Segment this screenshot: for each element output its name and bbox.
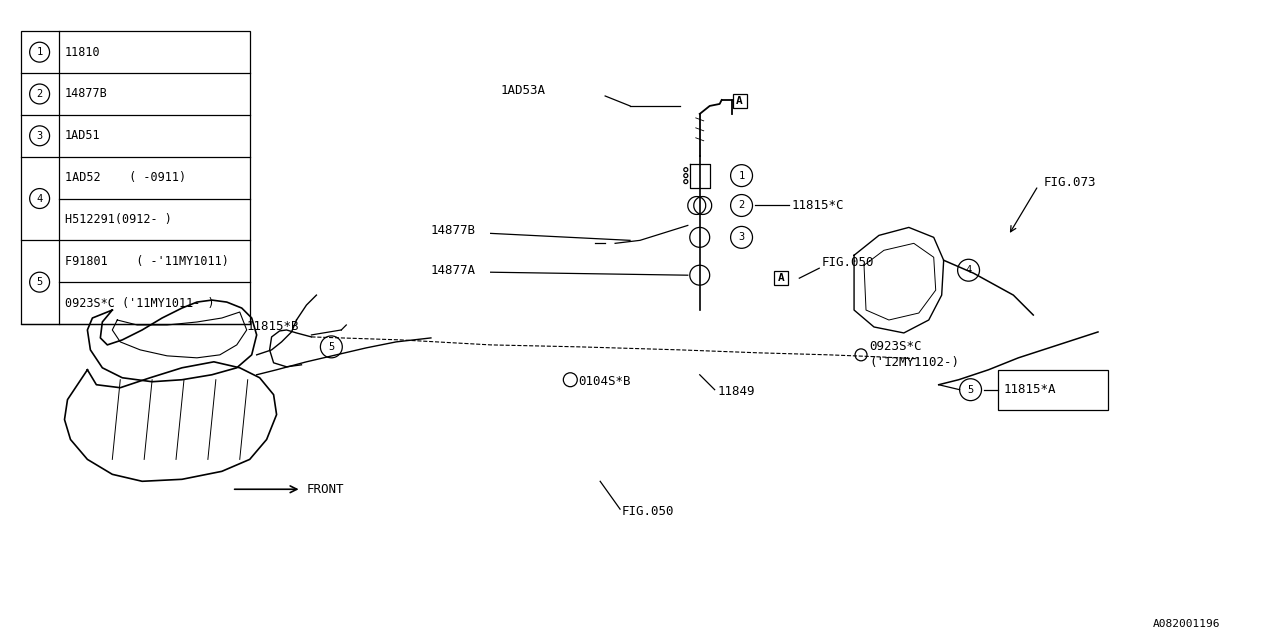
Text: 1AD53A: 1AD53A [500,84,545,97]
Text: 14877B: 14877B [431,224,476,237]
Text: 11849: 11849 [718,385,755,398]
Text: 3: 3 [739,232,745,243]
Bar [20,31,250,324]
Text: H512291(0912- ): H512291(0912- ) [64,213,172,226]
Text: A: A [736,96,742,106]
Text: 0104S*B: 0104S*B [579,375,631,388]
Text: 1: 1 [37,47,42,57]
Text: 5: 5 [37,277,42,287]
Text: FIG.050: FIG.050 [822,256,874,269]
Text: 5: 5 [328,342,334,352]
Text: FRONT: FRONT [306,483,344,496]
Text: 5: 5 [968,385,974,395]
Text: 11815*C: 11815*C [791,199,844,212]
Text: 14877B: 14877B [64,88,108,100]
Text: 14877A: 14877A [431,264,476,276]
Text: 1AD52    ( -0911): 1AD52 ( -0911) [64,171,186,184]
Text: A: A [778,273,785,283]
Text: A082001196: A082001196 [1153,619,1220,628]
Bar [774,271,788,285]
Text: F91801    ( -'11MY1011): F91801 ( -'11MY1011) [64,255,228,268]
Text: 3: 3 [37,131,42,141]
Text: FIG.073: FIG.073 [1043,176,1096,189]
Text: 4: 4 [37,193,42,204]
Text: 1: 1 [739,171,745,180]
Text: 0923S*C ('11MY1011- ): 0923S*C ('11MY1011- ) [64,296,214,310]
Text: 1AD51: 1AD51 [64,129,100,142]
Bar [732,94,746,108]
Text: 2: 2 [37,89,42,99]
Text: ('12MY1102-): ('12MY1102-) [869,356,959,369]
Text: 11810: 11810 [64,45,100,59]
Text: FIG.050: FIG.050 [622,505,675,518]
Text: 11815*A: 11815*A [1004,383,1056,396]
Text: 4: 4 [965,265,972,275]
Text: 2: 2 [739,200,745,211]
Text: 0923S*C: 0923S*C [869,340,922,353]
Text: 11815*B: 11815*B [247,321,300,333]
Bar [998,370,1108,410]
